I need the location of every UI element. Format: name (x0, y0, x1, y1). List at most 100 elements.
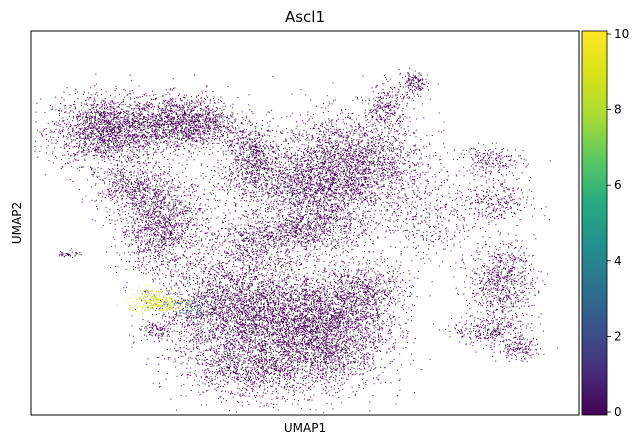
cell-point (162, 261, 164, 262)
cell-point (155, 221, 157, 223)
cell-point (170, 131, 172, 133)
cell-point (159, 135, 161, 136)
cell-point (104, 152, 106, 154)
cell-point (134, 115, 136, 117)
cell-point (164, 197, 166, 199)
cell-point (163, 149, 165, 151)
cell-point (133, 108, 135, 110)
cell-point (208, 120, 210, 122)
cell-point (181, 114, 183, 116)
cell-point (148, 187, 150, 189)
cell-point (210, 130, 212, 132)
cell-point (138, 183, 140, 184)
cell-point (168, 208, 169, 210)
cell-point (60, 146, 62, 148)
cell-point (112, 114, 114, 116)
cell-point (131, 134, 133, 136)
cell-point (156, 196, 158, 198)
cell-point (178, 162, 180, 164)
cell-point (94, 133, 96, 135)
cell-point (96, 83, 97, 85)
cell-point (111, 122, 113, 124)
cell-point (169, 120, 171, 122)
cell-point (165, 256, 167, 258)
cell-point (201, 163, 203, 165)
cell-point (165, 235, 167, 237)
cell-point (154, 115, 156, 117)
cell-point (60, 158, 62, 160)
cell-point (165, 233, 167, 235)
cell-point (71, 140, 73, 142)
cell-point (149, 123, 151, 125)
cell-point (154, 135, 156, 137)
cell-point (117, 189, 119, 191)
cell-point (164, 113, 166, 115)
cell-point (138, 238, 139, 240)
cell-point (176, 199, 178, 201)
cell-point (137, 168, 139, 169)
cell-point (173, 105, 174, 107)
cell-point (195, 131, 197, 133)
cell-point (183, 213, 184, 215)
cell-point (136, 207, 138, 209)
cell-point (231, 145, 233, 147)
cell-point (154, 144, 156, 146)
cell-point (117, 123, 119, 125)
cell-point (100, 150, 102, 152)
cell-point (126, 106, 128, 108)
cell-point (149, 243, 151, 245)
cell-point (148, 241, 150, 242)
cell-point (90, 121, 92, 123)
cell-point (179, 126, 181, 127)
cell-point (222, 113, 224, 115)
cell-point (212, 111, 214, 113)
cell-point (105, 129, 107, 131)
cell-point (34, 150, 36, 152)
cell-point (154, 195, 156, 197)
cell-point (118, 187, 120, 189)
cell-point (104, 128, 106, 130)
cell-point (123, 234, 125, 236)
cell-point (133, 196, 135, 198)
cell-point (188, 122, 190, 124)
cell-point (99, 151, 101, 153)
cell-point (184, 128, 186, 130)
cell-point (185, 132, 187, 134)
cell-point (214, 128, 216, 130)
cell-point (108, 126, 110, 128)
cell-point (84, 127, 86, 129)
cell-point (217, 108, 219, 110)
cell-point (219, 124, 221, 126)
cell-point (138, 105, 140, 107)
cell-point (104, 115, 106, 117)
cell-point (108, 124, 110, 126)
cell-point (113, 129, 115, 131)
cell-point (143, 129, 145, 131)
cell-point (230, 116, 232, 118)
cell-point (97, 141, 99, 143)
cell-point (129, 126, 131, 128)
cell-point (93, 124, 95, 126)
cell-point (144, 201, 146, 203)
cell-point (118, 182, 120, 184)
cell-point (179, 202, 181, 203)
cell-point (221, 135, 223, 136)
cell-point (134, 229, 135, 231)
cell-point (171, 180, 173, 182)
cell-point (154, 180, 155, 182)
cell-point (108, 128, 110, 130)
cell-point (106, 144, 108, 146)
cell-point (78, 150, 80, 152)
cell-point (71, 127, 73, 129)
cell-point (226, 126, 227, 128)
cell-point (193, 109, 195, 111)
cell-point (105, 153, 106, 155)
cell-point (213, 100, 215, 102)
cell-point (192, 224, 194, 226)
cell-point (154, 99, 156, 101)
cell-point (142, 134, 144, 136)
cell-point (181, 226, 183, 228)
cell-point (109, 107, 111, 109)
cell-point (230, 144, 231, 146)
cell-point (127, 184, 129, 186)
